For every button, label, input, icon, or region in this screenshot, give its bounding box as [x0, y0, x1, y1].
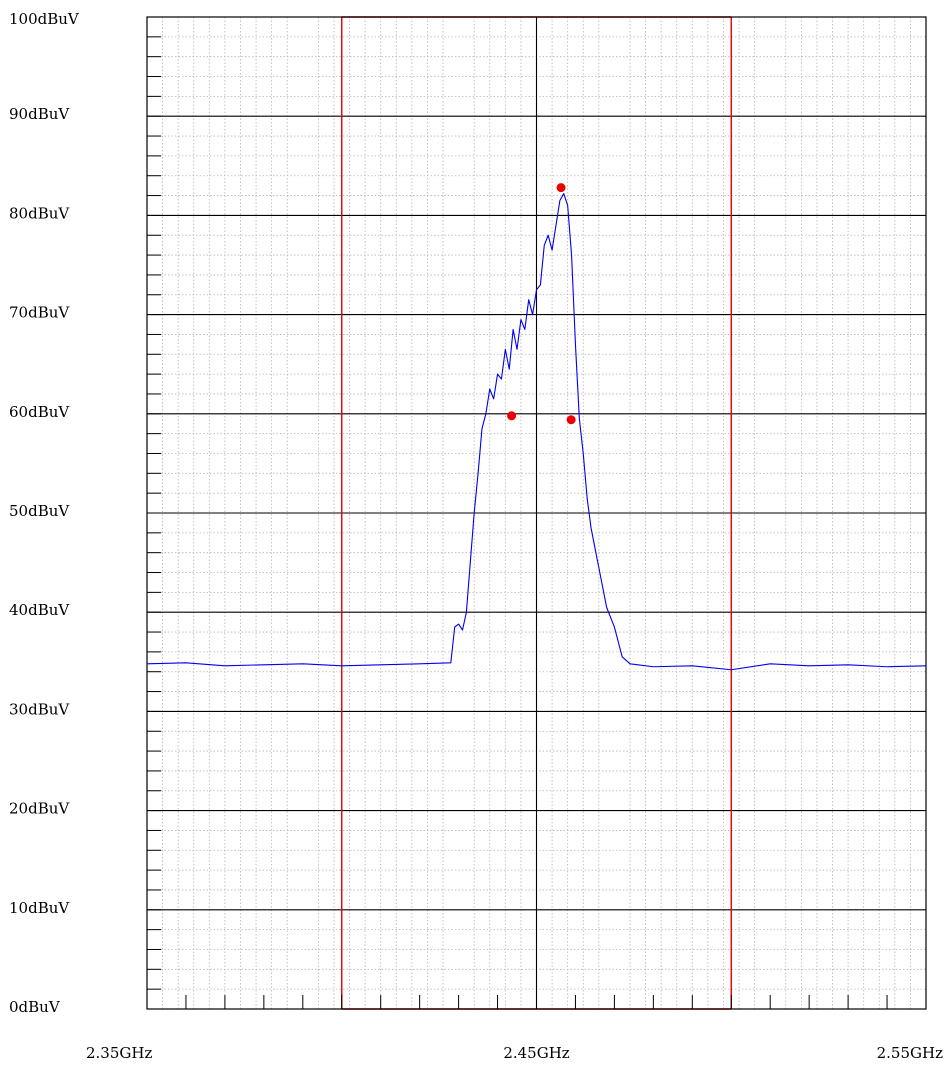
y-tick-label: 60dBuV	[9, 403, 70, 421]
y-tick-label: 100dBuV	[9, 10, 80, 28]
series-line	[146, 193, 927, 671]
y-tick-label: 80dBuV	[9, 204, 70, 222]
y-axis-labels: 100dBuV 90dBuV 80dBuV 70dBuV 60dBuV 50dBuV 40d…	[9, 10, 80, 1016]
y-tick-label: 50dBuV	[9, 502, 70, 520]
peak-marker	[556, 183, 566, 193]
y-tick-label: 30dBuV	[9, 700, 70, 718]
x-tick-label: 2.45GHz	[503, 1044, 569, 1062]
peak-marker	[507, 411, 517, 421]
major-grid	[147, 17, 926, 1009]
y-tick-label: 70dBuV	[9, 304, 70, 322]
y-tick-label: 20dBuV	[9, 800, 70, 818]
y-tick-label: 10dBuV	[9, 899, 70, 917]
y-tick-label: 40dBuV	[9, 601, 70, 619]
x-tick-label: 2.55GHz	[877, 1044, 943, 1062]
x-tick-label: 2.35GHz	[86, 1044, 152, 1062]
tick-marks	[147, 36, 888, 1009]
series-layer	[146, 193, 927, 671]
x-axis-labels: 2.35GHz 2.45GHz 2.55GHz	[86, 1044, 943, 1062]
marker-layer	[507, 183, 576, 425]
peak-marker	[566, 415, 576, 425]
y-tick-label: 0dBuV	[9, 998, 61, 1016]
y-tick-label: 90dBuV	[9, 105, 70, 123]
